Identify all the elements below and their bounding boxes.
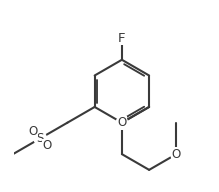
Text: F: F [118, 32, 126, 45]
Circle shape [116, 117, 128, 128]
Text: O: O [42, 139, 52, 152]
Text: O: O [29, 125, 38, 138]
Text: O: O [117, 116, 127, 129]
Text: S: S [37, 132, 44, 145]
Circle shape [34, 132, 46, 145]
Circle shape [171, 148, 182, 160]
Text: O: O [172, 148, 181, 161]
